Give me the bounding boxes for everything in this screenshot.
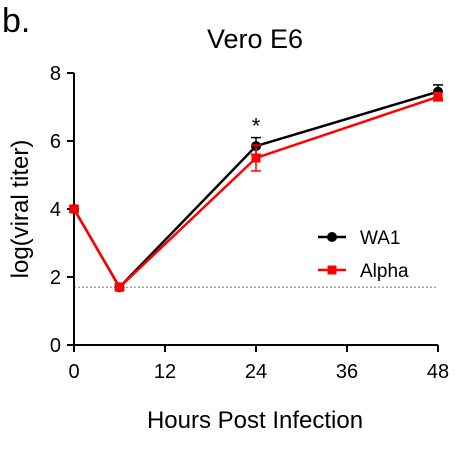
y-tick-label: 0 [50,335,61,357]
legend-label: WA1 [360,228,400,249]
data-point [69,204,79,214]
data-point [251,153,261,163]
legend-label: Alpha [360,261,409,282]
y-tick-label: 8 [50,63,61,85]
y-tick-label: 2 [50,267,61,289]
x-tick-label: 48 [427,361,449,383]
panel-label: b. [2,2,30,40]
series-line-alpha [72,95,439,290]
x-axis-title: Hours Post Infection [147,407,363,434]
x-tick-label: 24 [245,361,267,383]
legend-marker [327,265,337,275]
x-tick-label: 36 [336,361,358,383]
data-point [115,282,124,292]
y-tick-label: 6 [50,131,61,153]
legend-marker [327,232,337,242]
x-tick-label: 0 [68,361,79,383]
y-axis-title: log(viral titer) [7,140,34,279]
data-point [433,92,443,102]
chart-title: Vero E6 [207,24,303,54]
y-tick-label: 4 [50,199,61,221]
significance-marker: * [252,114,261,139]
x-tick-label: 12 [154,361,176,383]
